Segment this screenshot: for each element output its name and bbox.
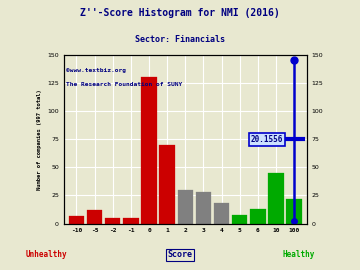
Text: Score: Score bbox=[167, 250, 193, 259]
Y-axis label: Number of companies (997 total): Number of companies (997 total) bbox=[37, 89, 42, 190]
Bar bbox=[232, 215, 247, 224]
Bar bbox=[287, 199, 302, 224]
Bar bbox=[87, 210, 102, 224]
Bar bbox=[69, 216, 84, 224]
Bar bbox=[268, 173, 284, 224]
Bar bbox=[141, 77, 157, 224]
Bar bbox=[250, 209, 266, 224]
Text: ©www.textbiz.org: ©www.textbiz.org bbox=[66, 68, 126, 73]
Bar bbox=[214, 203, 229, 224]
Text: The Research Foundation of SUNY: The Research Foundation of SUNY bbox=[66, 82, 183, 87]
Text: Z''-Score Histogram for NMI (2016): Z''-Score Histogram for NMI (2016) bbox=[80, 8, 280, 18]
Bar bbox=[196, 192, 211, 224]
Bar bbox=[123, 218, 139, 224]
Bar bbox=[177, 190, 193, 224]
Text: Healthy: Healthy bbox=[283, 250, 315, 259]
Text: 20.1556: 20.1556 bbox=[251, 135, 283, 144]
Bar bbox=[159, 145, 175, 224]
Bar bbox=[105, 218, 121, 224]
Text: Unhealthy: Unhealthy bbox=[26, 250, 68, 259]
Text: Sector: Financials: Sector: Financials bbox=[135, 35, 225, 44]
